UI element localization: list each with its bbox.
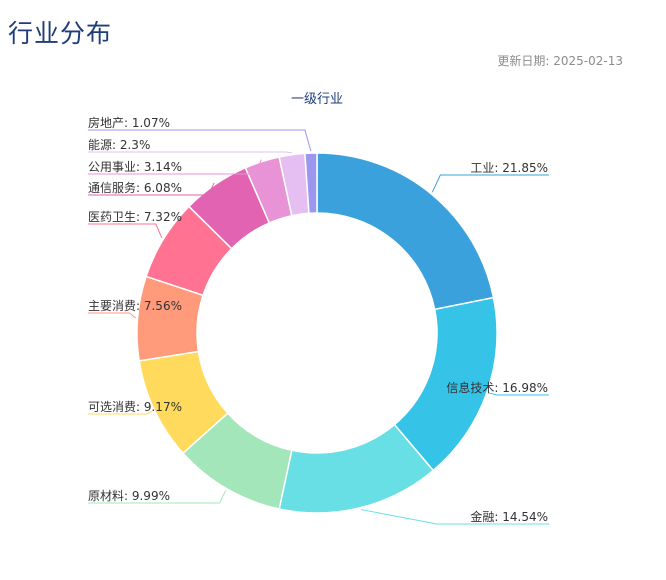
slice-1[interactable] [316, 152, 495, 311]
slice-label-6: 主要消费: 7.56% [88, 299, 182, 313]
leader-line-7 [88, 223, 163, 239]
page-title: 行业分布 [8, 19, 113, 48]
slice-label-8: 通信服务: 6.08% [88, 180, 182, 195]
slice-label-7: 医药卫生: 7.32% [88, 210, 182, 224]
leader-line-9 [88, 159, 262, 175]
leader-line-8 [88, 182, 215, 196]
leader-line-3 [361, 509, 549, 525]
leader-line-6 [88, 312, 136, 319]
slice-label-5: 可选消费: 9.17% [88, 400, 182, 414]
slice-label-3: 金融: 14.54% [470, 509, 548, 524]
slice-11[interactable] [304, 152, 318, 215]
leader-line-2 [488, 392, 549, 396]
slice-label-10: 能源: 2.3% [88, 138, 150, 152]
leader-lines-group [88, 129, 549, 525]
update-date: 更新日期: 2025-02-13 [497, 54, 623, 68]
labels-group: 工业: 21.85% 信息技术: 16.98% 金融: 14.54% 原材料: 9.9… [88, 115, 548, 524]
leader-line-11 [88, 129, 312, 152]
slice-label-11: 房地产: 1.07% [88, 115, 170, 130]
leader-line-1 [431, 174, 549, 193]
slice-label-9: 公用事业: 3.14% [88, 160, 182, 174]
slice-label-1: 工业: 21.85% [470, 161, 548, 175]
chart-title: 一级行业 [291, 92, 343, 107]
leader-line-4 [88, 490, 227, 504]
slices-group [136, 152, 498, 514]
leader-line-10 [88, 151, 292, 154]
leader-line-5 [88, 410, 153, 415]
slice-label-4: 原材料: 9.99% [88, 489, 170, 503]
slice-label-2: 信息技术: 16.98% [446, 380, 548, 395]
